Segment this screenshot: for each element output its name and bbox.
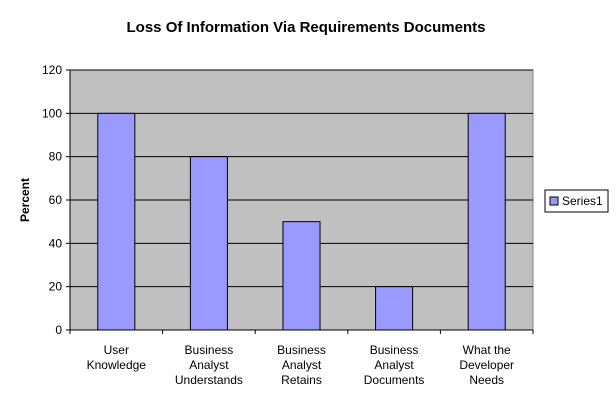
x-tick-label: Business Analyst Documents bbox=[364, 343, 425, 387]
y-tick-label: 40 bbox=[49, 236, 63, 250]
x-tick-label: User Knowledge bbox=[87, 343, 147, 372]
bar bbox=[97, 112, 136, 331]
y-tick-label: 80 bbox=[49, 150, 63, 164]
bar bbox=[467, 112, 506, 331]
bar bbox=[375, 286, 414, 331]
bar bbox=[189, 156, 228, 331]
y-tick-label: 20 bbox=[49, 280, 63, 294]
y-tick-label: 0 bbox=[55, 323, 62, 337]
y-axis-label: Percent bbox=[18, 178, 32, 222]
y-tick-label: 60 bbox=[49, 193, 63, 207]
x-tick-label: Business Analyst Retains bbox=[277, 343, 326, 387]
x-tick-label: Business Analyst Understands bbox=[175, 343, 243, 387]
legend-swatch bbox=[549, 196, 559, 206]
y-tick-label: 100 bbox=[42, 106, 62, 120]
legend-label: Series1 bbox=[562, 194, 603, 208]
bar bbox=[282, 221, 321, 331]
x-tick-label: What the Developer Needs bbox=[459, 343, 514, 387]
chart-title: Loss Of Information Via Requirements Doc… bbox=[127, 19, 486, 36]
y-tick-label: 120 bbox=[42, 63, 62, 77]
legend bbox=[544, 189, 609, 213]
